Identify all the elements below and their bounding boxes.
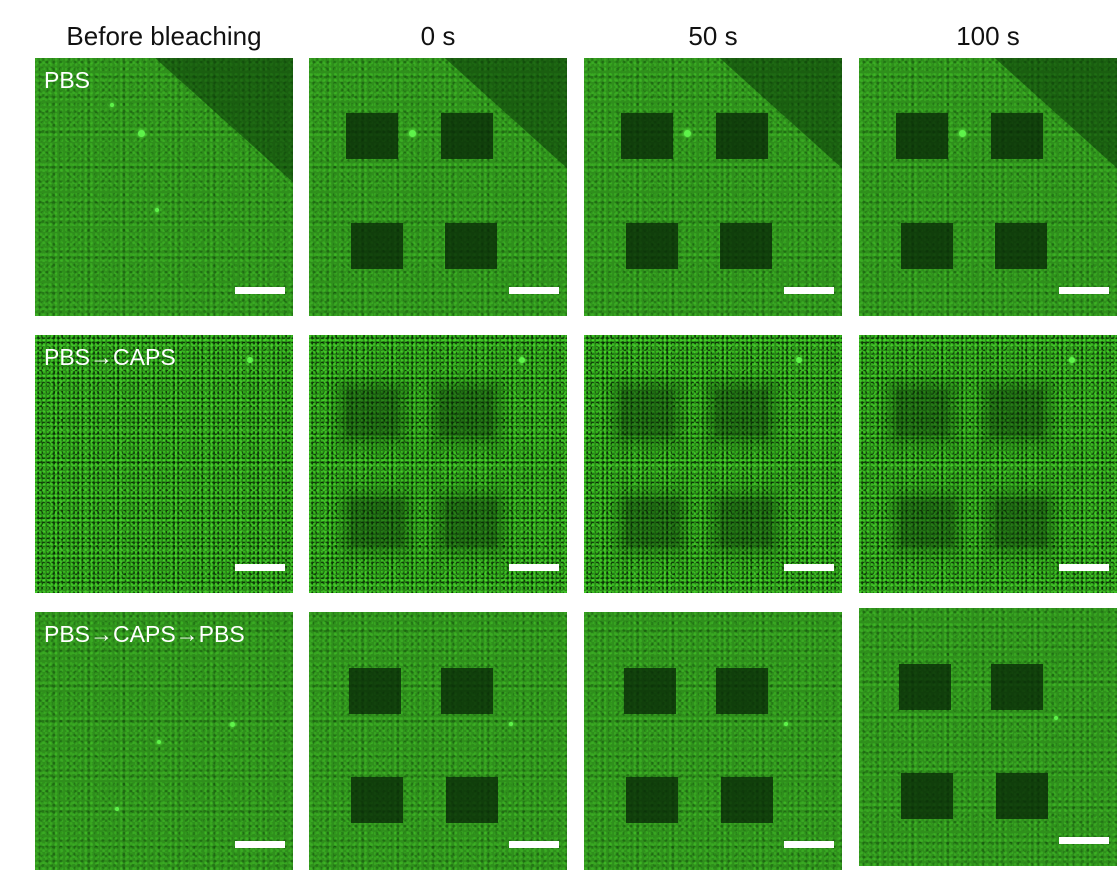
bleached-square [624, 668, 676, 714]
fluorescent-spot [509, 722, 513, 726]
bleached-square [445, 500, 497, 546]
bleached-square [351, 777, 403, 823]
column-header-0s: 0 s [420, 21, 456, 51]
scale-bar [784, 564, 834, 571]
bleached-square [351, 500, 403, 546]
fluorescent-spot [247, 357, 253, 363]
fluorescent-spot [155, 208, 159, 212]
membrane-edge [121, 58, 293, 202]
bleached-square [991, 390, 1043, 436]
panel-pbs-caps-pbs-before: PBS→CAPS→PBS [35, 612, 293, 870]
bleached-square [720, 223, 772, 269]
bleached-square [896, 390, 948, 436]
column-header-before-bleaching: Before bleaching [66, 21, 262, 51]
bleached-square [991, 664, 1043, 710]
panel-pbs-caps-pbs-0s [309, 612, 567, 870]
fluorescent-spot [1069, 357, 1075, 363]
bleached-square [626, 223, 678, 269]
fluorescent-spot [157, 740, 161, 744]
scale-bar [784, 841, 834, 848]
fluorescent-spot [519, 357, 525, 363]
panel-pbs-0s [309, 58, 567, 316]
bleached-square [721, 777, 773, 823]
fluorescent-spot [1054, 716, 1058, 720]
panel-pbs-caps-0s [309, 335, 567, 593]
bleached-square [626, 500, 678, 546]
bleached-square [901, 223, 953, 269]
fluorescent-spot [796, 357, 802, 363]
panel-pbs-50s [584, 58, 842, 316]
bleached-square [445, 223, 497, 269]
fluorescent-spot [138, 130, 145, 137]
bleached-square [621, 113, 673, 159]
fluorescent-spot [784, 722, 788, 726]
panel-pbs-before: PBS [35, 58, 293, 316]
panel-pbs-caps-100s [859, 335, 1117, 593]
scale-bar [509, 287, 559, 294]
scale-bar [509, 841, 559, 848]
scale-bar [1059, 837, 1109, 844]
fluorescent-spot [110, 103, 114, 107]
panel-pbs-caps-pbs-50s [584, 612, 842, 870]
scale-bar [1059, 564, 1109, 571]
bleached-square [351, 223, 403, 269]
panel-pbs-100s [859, 58, 1117, 316]
bleached-square [899, 664, 951, 710]
bleached-square [720, 500, 772, 546]
bleached-square [716, 113, 768, 159]
fluorescent-spot [115, 807, 119, 811]
panel-pbs-caps-before: PBS→CAPS [35, 335, 293, 593]
row-label-pbs: PBS [44, 67, 91, 93]
bleached-square [995, 500, 1047, 546]
bleached-square [716, 390, 768, 436]
bleached-square [446, 777, 498, 823]
scale-bar [235, 841, 285, 848]
row-label-pbs-caps-pbs: PBS→CAPS→PBS [44, 621, 245, 647]
bleached-square [621, 390, 673, 436]
fluorescent-spot [230, 722, 235, 727]
panel-pbs-caps-50s [584, 335, 842, 593]
panel-pbs-caps-pbs-100s [859, 608, 1117, 866]
scale-bar [1059, 287, 1109, 294]
scale-bar [509, 564, 559, 571]
bleached-square [441, 390, 493, 436]
scale-bar [235, 564, 285, 571]
fluorescent-spot [684, 130, 691, 137]
scale-bar [235, 287, 285, 294]
bleached-square [346, 113, 398, 159]
bleached-square [441, 113, 493, 159]
scale-bar [784, 287, 834, 294]
bleached-square [996, 773, 1048, 819]
bleached-square [896, 113, 948, 159]
bleached-square [441, 668, 493, 714]
bleached-square [901, 500, 953, 546]
column-header-50s: 50 s [688, 21, 738, 51]
bleached-square [626, 777, 678, 823]
fluorescent-spot [409, 130, 416, 137]
row-label-pbs-caps: PBS→CAPS [44, 344, 176, 370]
bleached-square [716, 668, 768, 714]
bleached-square [349, 668, 401, 714]
bleached-square [901, 773, 953, 819]
bleached-square [995, 223, 1047, 269]
fluorescent-spot [959, 130, 966, 137]
bleached-square [991, 113, 1043, 159]
bleached-square [346, 390, 398, 436]
column-header-100s: 100 s [956, 21, 1020, 51]
